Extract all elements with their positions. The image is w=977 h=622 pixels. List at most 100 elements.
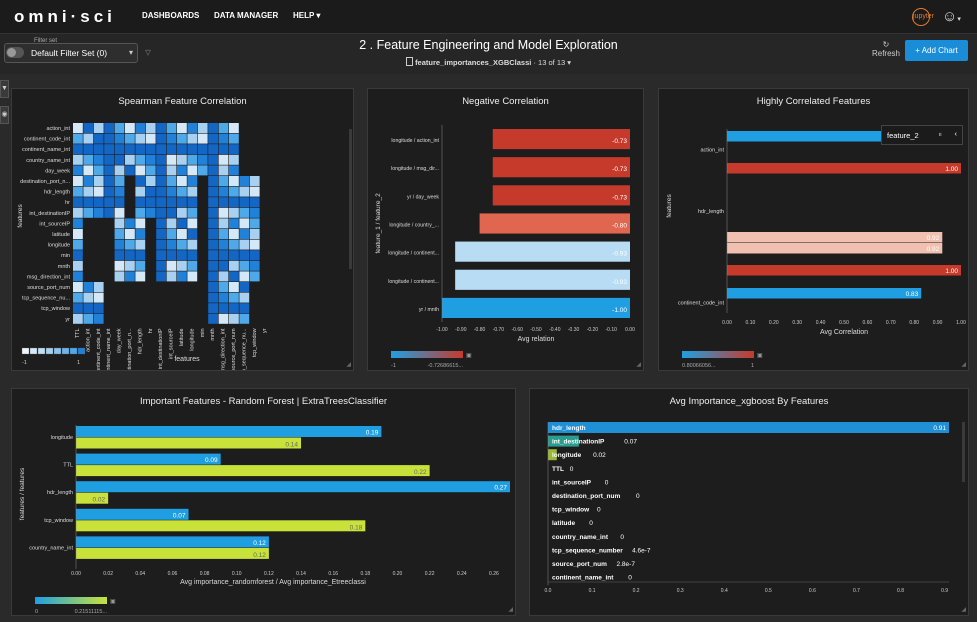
category-label: hdr_length: [698, 209, 724, 215]
feature-popup[interactable]: feature_2 ⏸ ‹: [881, 125, 963, 145]
heatmap-cell: [93, 144, 104, 155]
chevron-down-icon[interactable]: ▾: [567, 58, 572, 67]
legend-swatch: [53, 347, 62, 355]
x-tick-label: -0.90: [455, 327, 467, 333]
heatmap-cell: [187, 123, 198, 133]
heatmap-cell: [104, 176, 114, 186]
spearman-panel[interactable]: Spearman Feature Correlation action_int c…: [11, 88, 354, 371]
heatmap-col-label: hr: [148, 328, 154, 333]
heatmap-cell: [229, 123, 239, 133]
heatmap-cell: [156, 271, 166, 282]
dashboard-page: · 13 of 13: [533, 58, 566, 67]
bar: [548, 422, 949, 433]
pin-icon[interactable]: ⏸: [938, 130, 942, 139]
add-chart-button[interactable]: + Add Chart: [905, 40, 968, 61]
heatmap-cell: [177, 123, 187, 133]
heatmap-cell: [104, 154, 114, 165]
heatmap-cell: [166, 165, 177, 176]
x-tick-label: -0.60: [511, 327, 523, 333]
heatmap-cell: [156, 207, 166, 218]
x-tick-label: 0.10: [232, 571, 242, 577]
heatmap-col-label: int_destinationIP: [158, 328, 164, 369]
heatmap-cell: [229, 292, 239, 303]
x-tick-label: 0.40: [816, 320, 826, 326]
heatmap-row-label: source_port_num: [27, 285, 70, 291]
heatmap-cell: [73, 292, 83, 303]
random-forest-chart[interactable]: longitude 0.19 0.14 TTL 0.09 0.22 hdr_length 0.…: [12, 389, 516, 616]
chevron-left-icon[interactable]: ‹: [954, 129, 958, 138]
legend-max: 1: [751, 363, 754, 369]
x-tick-label: 0.5: [765, 588, 772, 594]
resize-handle[interactable]: ◢: [961, 362, 966, 368]
data-label: -0.73: [612, 166, 627, 173]
heatmap-cell: [218, 250, 229, 261]
heatmap-cell: [125, 229, 135, 239]
data-label: -0.80: [612, 223, 627, 230]
heatmap-col-label: continent_name_int: [106, 328, 112, 371]
resize-handle[interactable]: ◢: [346, 362, 351, 368]
heatmap-cell: [229, 239, 239, 250]
heatmap-cell: [239, 229, 250, 239]
top-navigation: omni·sci DASHBOARDS DATA MANAGER HELP ▾ …: [0, 0, 977, 34]
filter-set-select[interactable]: [4, 43, 138, 63]
heatmap-cell: [73, 207, 83, 218]
heatmap-col-label: int_sourceIP: [169, 328, 175, 359]
category-label: longitude: [51, 435, 73, 441]
heatmap-cell: [218, 176, 229, 186]
category-label: destination_port_num: [552, 493, 620, 500]
y-axis-label: features: [666, 194, 673, 218]
jupyter-icon[interactable]: jupyter: [912, 8, 934, 26]
heatmap-cell: [177, 239, 187, 250]
category-label: longitude / country_...: [389, 223, 439, 229]
heatmap-cell: [218, 303, 229, 314]
funnel-icon[interactable]: ▿: [145, 45, 152, 59]
nav-dashboards[interactable]: DASHBOARDS: [142, 11, 200, 20]
heatmap-col-label: hdr_length: [137, 328, 143, 354]
heatmap-cell: [73, 303, 83, 314]
x-tick-label: -0.70: [493, 327, 505, 333]
x-tick-label: 0.80: [909, 320, 919, 326]
negative-correlation-panel[interactable]: Negative Correlation -0.73 longitude / ac…: [367, 88, 644, 371]
resize-handle[interactable]: ◢: [508, 607, 513, 613]
heatmap-cell: [73, 133, 83, 144]
heatmap-cell: [208, 207, 218, 218]
filter-toggle[interactable]: [6, 47, 24, 58]
omnisci-logo[interactable]: omni·sci: [14, 7, 116, 26]
nav-data-manager[interactable]: DATA MANAGER: [214, 11, 279, 20]
xgboost-chart[interactable]: hdr_length 0.91 int_destinationIP 0.07 longi…: [530, 389, 969, 616]
heatmap-cell: [83, 144, 94, 155]
refresh-button[interactable]: ↻ Refresh: [869, 40, 903, 58]
nav-help[interactable]: HELP ▾: [293, 11, 321, 20]
category-label: TTL: [552, 466, 564, 473]
heatmap-cell: [187, 197, 198, 208]
heatmap-cell: [229, 229, 239, 239]
heatmap-cell: [135, 165, 146, 176]
heatmap-cell: [239, 303, 250, 314]
y-axis-label: features / features: [19, 467, 26, 520]
highly-correlated-chart[interactable]: action_int hdr_length continent_code_int 0.…: [659, 89, 969, 371]
user-icon[interactable]: ☺▾: [942, 8, 961, 25]
x-tick-label: 0.18: [360, 571, 370, 577]
filter-panel-tab[interactable]: ▼: [0, 80, 9, 98]
data-label: 0.02: [593, 452, 606, 459]
heatmap-cell: [166, 271, 177, 282]
xgboost-panel[interactable]: Avg Importance_xgboost By Features hdr_l…: [529, 388, 969, 616]
heatmap-cell: [73, 123, 83, 133]
x-tick-label: 0.00: [71, 571, 81, 577]
resize-handle[interactable]: ◢: [961, 607, 966, 613]
random-forest-panel[interactable]: Important Features - Random Forest | Ext…: [11, 388, 516, 616]
palette-panel-tab[interactable]: ◉: [0, 106, 9, 124]
heatmap-cell: [208, 282, 218, 292]
spearman-heatmap[interactable]: action_int continent_code_int continent_na…: [12, 89, 354, 371]
heatmap-cell: [83, 133, 94, 144]
heatmap-cell: [156, 250, 166, 261]
highly-correlated-panel[interactable]: Highly Correlated Features action_int hdr…: [658, 88, 969, 371]
heatmap-col-label: tcp_window: [252, 328, 258, 357]
heatmap-cell: [208, 123, 218, 133]
negative-correlation-chart[interactable]: -0.73 longitude / action_int -0.73 longitud…: [368, 89, 644, 371]
resize-handle[interactable]: ◢: [636, 362, 641, 368]
heatmap-cell: [229, 165, 239, 176]
heatmap-cell: [93, 186, 104, 197]
x-tick-label: 0.06: [168, 571, 178, 577]
heatmap-cell: [249, 197, 260, 208]
